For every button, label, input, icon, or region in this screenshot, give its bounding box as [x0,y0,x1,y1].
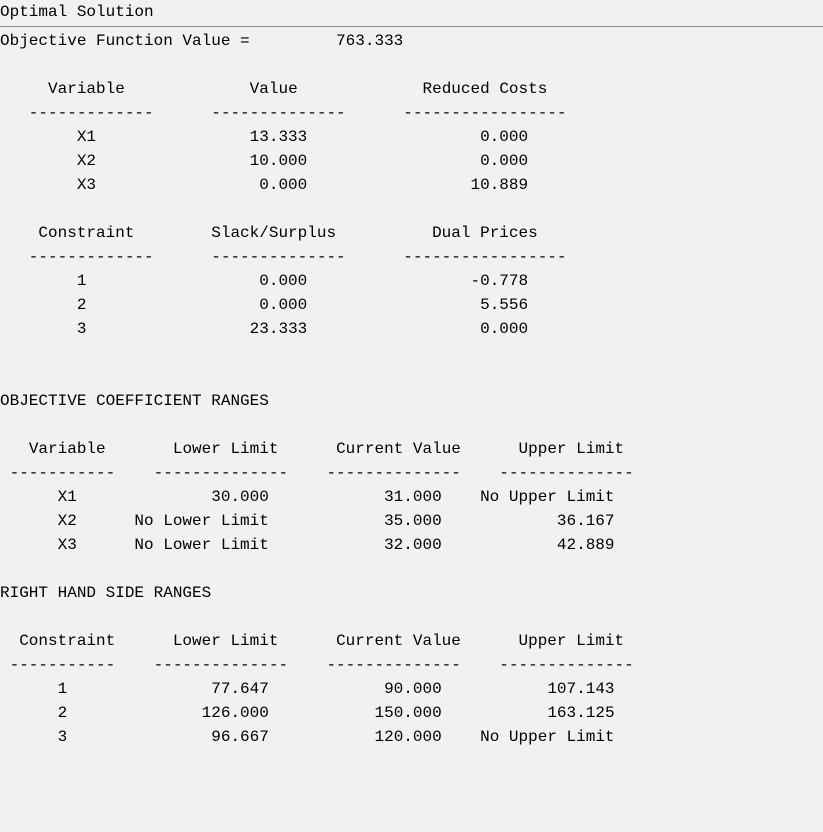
rhs-constraint: 3 [58,728,68,746]
var-value: 10.000 [250,152,308,170]
range-lower: No Lower Limit [134,536,268,554]
rhs-lower: 77.647 [211,680,269,698]
var-reduced-cost: 10.889 [471,176,529,194]
constraint-id: 3 [77,320,87,338]
var-value: 13.333 [250,128,308,146]
var-value: 0.000 [259,176,307,194]
rhs-lower: 126.000 [202,704,269,722]
obj-coef-row: X3 No Lower Limit 32.000 42.889 [0,533,823,557]
range-variable: X2 [58,512,77,530]
rhs-constraint: 2 [58,704,68,722]
col-header-current: Current Value [336,440,461,458]
constraint-dual: -0.778 [471,272,529,290]
range-upper: 42.889 [557,536,615,554]
variable-row: X1 13.333 0.000 [0,125,823,149]
constraint-id: 1 [77,272,87,290]
rhs-current: 90.000 [384,680,442,698]
blank-line [0,53,823,77]
range-lower: No Lower Limit [134,512,268,530]
obj-coef-row: X2 No Lower Limit 35.000 36.167 [0,509,823,533]
rhs-lower: 96.667 [211,728,269,746]
blank-line [0,341,823,365]
rhs-row: 3 96.667 120.000 No Upper Limit [0,725,823,749]
col-header-reduced-costs: Reduced Costs [423,80,548,98]
col-header-lower: Lower Limit [173,440,279,458]
constraint-dual: 5.556 [480,296,528,314]
rhs-constraint: 1 [58,680,68,698]
col-header-variable: Variable [29,440,106,458]
range-variable: X1 [58,488,77,506]
var-name: X3 [77,176,96,194]
range-current: 35.000 [384,512,442,530]
blank-line [0,197,823,221]
range-current: 31.000 [384,488,442,506]
col-header-upper: Upper Limit [519,632,625,650]
constraint-slack: 0.000 [259,296,307,314]
rhs-upper: No Upper Limit [480,728,614,746]
section-title-rhs: RIGHT HAND SIDE RANGES [0,584,211,602]
rhs-row: 1 77.647 90.000 107.143 [0,677,823,701]
col-header-constraint: Constraint [19,632,115,650]
blank-line [0,365,823,389]
blank-line [0,605,823,629]
var-reduced-cost: 0.000 [480,128,528,146]
objective-value: 763.333 [336,32,403,50]
col-header-slack: Slack/Surplus [211,224,336,242]
range-variable: X3 [58,536,77,554]
col-header-dual: Dual Prices [432,224,538,242]
constraint-row: 2 0.000 5.556 [0,293,823,317]
rhs-row: 2 126.000 150.000 163.125 [0,701,823,725]
constraint-slack: 0.000 [259,272,307,290]
col-header-value: Value [250,80,298,98]
blank-line [0,413,823,437]
blank-line [0,557,823,581]
range-current: 32.000 [384,536,442,554]
obj-coef-row: X1 30.000 31.000 No Upper Limit [0,485,823,509]
variable-row: X2 10.000 0.000 [0,149,823,173]
section-title-obj-coef: OBJECTIVE COEFFICIENT RANGES [0,392,269,410]
constraint-dual: 0.000 [480,320,528,338]
rhs-current: 120.000 [374,728,441,746]
var-name: X2 [77,152,96,170]
constraint-slack: 23.333 [250,320,308,338]
rhs-current: 150.000 [374,704,441,722]
col-header-constraint: Constraint [38,224,134,242]
var-name: X1 [77,128,96,146]
page-title: Optimal Solution [0,3,154,21]
col-header-lower: Lower Limit [173,632,279,650]
var-reduced-cost: 0.000 [480,152,528,170]
variable-row: X3 0.000 10.889 [0,173,823,197]
col-header-upper: Upper Limit [519,440,625,458]
range-lower: 30.000 [211,488,269,506]
constraint-id: 2 [77,296,87,314]
objective-label: Objective Function Value = [0,32,250,50]
constraint-row: 1 0.000 -0.778 [0,269,823,293]
col-header-current: Current Value [336,632,461,650]
col-header-variable: Variable [48,80,125,98]
title-rule [0,26,823,27]
constraint-row: 3 23.333 0.000 [0,317,823,341]
range-upper: 36.167 [557,512,615,530]
rhs-upper: 107.143 [547,680,614,698]
range-upper: No Upper Limit [480,488,614,506]
rhs-upper: 163.125 [547,704,614,722]
